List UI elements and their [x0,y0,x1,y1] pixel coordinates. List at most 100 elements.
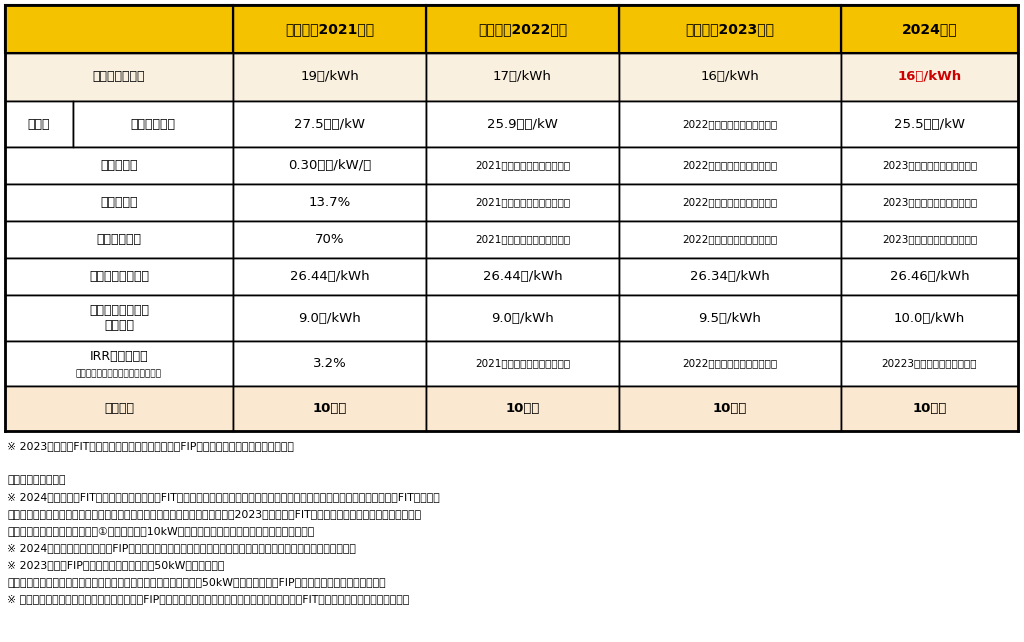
Bar [5,53,233,101]
Text: 9.5円/kWh: 9.5円/kWh [698,311,762,324]
Text: （参考）2023年度: （参考）2023年度 [685,22,774,36]
Text: 13.7%: 13.7% [308,196,350,209]
Bar [5,147,233,184]
Bar [841,258,1018,295]
Text: 2021年度の想定値を据え置き: 2021年度の想定値を据え置き [475,160,570,171]
Bar [618,221,841,258]
Text: 10年間: 10年間 [505,402,540,415]
Text: 16円/kWh: 16円/kWh [897,71,962,83]
Text: 2023年度の想定値を据え置き: 2023年度の想定値を据え置き [882,198,977,207]
Text: ※ 2023年度はFIP制度が認められる対象を50kW以上とする。: ※ 2023年度はFIP制度が認められる対象を50kW以上とする。 [7,560,224,570]
Bar [841,101,1018,147]
Text: 自家消費分の便益: 自家消費分の便益 [89,270,150,283]
Text: ※ 2024年度以降の調達価格・FIP基準価格等については、当該価格に加えて、追加的に発電側課金を考慮する。: ※ 2024年度以降の調達価格・FIP基準価格等については、当該価格に加えて、追… [7,543,356,553]
Text: 10年間: 10年間 [912,402,946,415]
Bar [5,53,1018,101]
Text: 2022年度の想定値を据え置き: 2022年度の想定値を据え置き [682,198,777,207]
Bar [73,101,233,147]
Bar [426,295,618,341]
Bar [841,295,1018,341]
Text: 10年間: 10年間 [312,402,347,415]
Bar [5,258,233,295]
Bar [841,53,1018,101]
Text: 2021年度の想定値を据え置き: 2021年度の想定値を据え置き [475,358,570,369]
Bar [5,184,233,221]
Bar [5,147,1018,184]
Text: ※ 2023年度は、FIT制度のみ認められる対象とし、FIP制度が認められる対象としない。: ※ 2023年度は、FIT制度のみ認められる対象とし、FIP制度が認められる対象… [7,441,294,451]
Text: 2022年度の想定値を据え置き: 2022年度の想定値を据え置き [682,119,777,129]
Text: 16円/kWh: 16円/kWh [700,71,760,83]
Text: 設備利用率: 設備利用率 [100,196,138,209]
Text: 3.2%: 3.2% [312,357,346,370]
Bar [426,5,618,53]
Bar [618,53,841,101]
Text: （参考）2021年度: （参考）2021年度 [285,22,374,36]
Text: ※ 沖縄地域・離島等供給エリアについては、FIP制度のみ認められる対象とされている場合にも、FIT制度を適用できることとする。: ※ 沖縄地域・離島等供給エリアについては、FIP制度のみ認められる対象とされてい… [7,594,410,604]
Text: 調達期間: 調達期間 [104,402,134,415]
Text: 26.44円/kWh: 26.44円/kWh [290,270,370,283]
Bar [233,341,426,386]
Bar [426,341,618,386]
Bar [618,295,841,341]
Bar [5,295,233,341]
Bar [5,184,1018,221]
Text: 10.0円/kWh: 10.0円/kWh [894,311,966,324]
Bar [5,341,1018,386]
Bar [841,221,1018,258]
Text: ただし、事業用太陽光については、一定の条件を満たす場合には50kW未満であってもFIP制度が認められる対象とする。: ただし、事業用太陽光については、一定の条件を満たす場合には50kW未満であっても… [7,577,386,587]
Bar [618,184,841,221]
Text: 運転維持費: 運転維持費 [100,159,138,172]
Bar [426,386,618,431]
Text: 9.0円/kWh: 9.0円/kWh [298,311,360,324]
Text: 20223度の想定値を据え置き: 20223度の想定値を据え置き [882,358,977,369]
Bar [5,386,1018,431]
Bar [841,386,1018,431]
Text: 2021年度の想定値を据え置き: 2021年度の想定値を据え置き [475,198,570,207]
Bar [618,386,841,431]
Bar [5,386,233,431]
Bar [841,184,1018,221]
Text: 19円/kWh: 19円/kWh [300,71,358,83]
Bar [233,184,426,221]
Bar [426,258,618,295]
Bar [5,258,1018,295]
Bar [233,53,426,101]
Text: 2021年度の想定値を据え置き: 2021年度の想定値を据え置き [475,234,570,245]
Text: 売電価格: 売電価格 [104,319,134,333]
Bar [233,295,426,341]
Bar [5,295,1018,341]
Bar [233,147,426,184]
Text: システム費用: システム費用 [130,117,175,130]
Text: 2022年度の想定値を据え置き: 2022年度の想定値を据え置き [682,358,777,369]
Bar [5,101,73,147]
Bar [233,386,426,431]
Text: 25.5万円/kW: 25.5万円/kW [894,117,965,130]
Text: 余剰売電比率: 余剰売電比率 [96,233,141,246]
Bar [233,258,426,295]
Text: 70%: 70% [314,233,344,246]
Bar [5,221,233,258]
Text: 25.9万円/kW: 25.9万円/kW [487,117,558,130]
Text: 26.44円/kWh: 26.44円/kWh [482,270,562,283]
Bar [841,147,1018,184]
Text: 2023年度の想定値を据え置き: 2023年度の想定値を据え置き [882,160,977,171]
Text: （法人税等の税引前の内部収益率）: （法人税等の税引前の内部収益率） [76,369,162,378]
Text: 調達期間終了後の: 調達期間終了後の [89,304,150,317]
Bar [233,5,426,53]
Text: （参考）2022年度: （参考）2022年度 [478,22,567,36]
Bar [426,53,618,101]
Bar [233,101,426,147]
Bar [5,341,233,386]
Bar [618,101,841,147]
Bar [618,341,841,386]
Bar [426,184,618,221]
Text: IRR（税引前）: IRR（税引前） [90,351,148,363]
Text: 2022年度の想定値を据え置き: 2022年度の想定値を据え置き [682,234,777,245]
Text: 10年間: 10年間 [713,402,748,415]
Bar [618,147,841,184]
Bar [426,101,618,147]
Bar [5,221,1018,258]
Text: （全電源共通事項）: （全電源共通事項） [7,475,66,485]
Text: 者が免税事業者の場合には当該調達価格に消費税を含むものとする。なお、2023年度以前のFIT調達価格については、当該調達価格に: 者が免税事業者の場合には当該調達価格に消費税を含むものとする。なお、2023年度… [7,509,421,519]
Text: 9.0円/kWh: 9.0円/kWh [492,311,554,324]
